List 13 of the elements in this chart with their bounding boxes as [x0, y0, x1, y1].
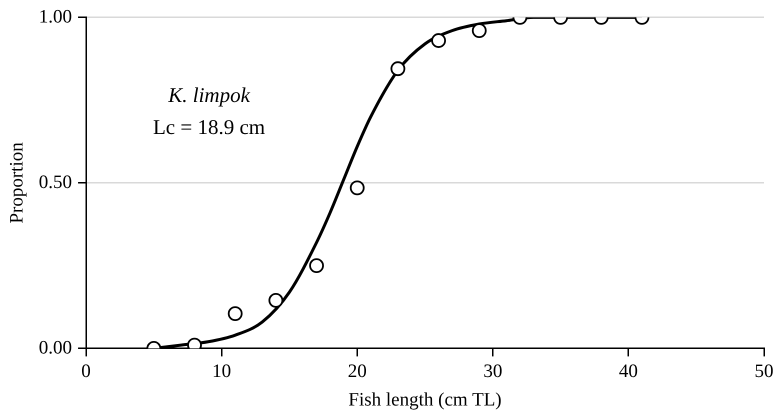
annotation: Lc = 18.9 cm: [152, 114, 266, 139]
annotation: K. limpok: [167, 82, 251, 107]
y-axis-title: Proportion: [6, 142, 28, 224]
x-tick-label: 50: [754, 360, 774, 382]
x-axis-title: Fish length (cm TL): [348, 390, 502, 411]
y-tick-label: 0.50: [38, 172, 72, 193]
x-tick-label: 10: [212, 360, 232, 382]
x-tick-label: 40: [618, 360, 638, 382]
y-tick-label: 0.00: [38, 337, 72, 358]
x-tick-label: 20: [348, 360, 367, 382]
x-tick-label: 30: [483, 360, 502, 382]
y-tick-label: 1.00: [38, 6, 72, 28]
x-tick-label: 0: [81, 360, 91, 382]
